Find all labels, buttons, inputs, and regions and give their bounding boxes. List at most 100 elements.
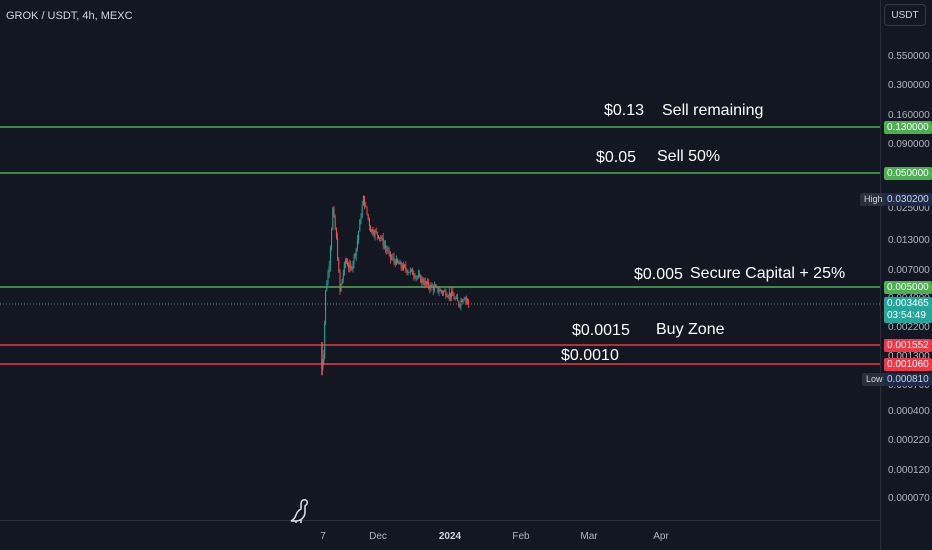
candle [430, 284, 432, 289]
x-tick: Mar [580, 531, 598, 542]
candle [462, 299, 464, 302]
candle [382, 238, 384, 246]
candle [344, 260, 346, 264]
candle [416, 276, 418, 278]
candle [399, 262, 401, 265]
candle [329, 247, 331, 267]
candle [463, 298, 465, 300]
price-chart[interactable] [0, 0, 880, 520]
candle [352, 262, 354, 269]
candle [360, 217, 362, 221]
candle [420, 275, 422, 283]
candle [355, 248, 357, 256]
high-price-label: 0.030200 [884, 193, 932, 206]
candle [371, 229, 373, 232]
candle [429, 286, 431, 289]
candle [358, 231, 360, 240]
current-price-label: 0.003465 03:54:49 [884, 297, 932, 323]
symbol-title: GROK / USDT, 4h, MEXC [6, 10, 133, 22]
secure-text: Secure Capital + 25% [690, 265, 846, 282]
candle [347, 262, 349, 266]
candle [448, 292, 450, 297]
candle [409, 269, 411, 273]
candle [427, 281, 429, 284]
candle [436, 286, 438, 288]
candle [453, 295, 455, 300]
candle [465, 298, 467, 300]
candle [394, 260, 396, 265]
candle [408, 271, 410, 273]
candle [323, 355, 325, 362]
candle [387, 250, 389, 252]
buy-price-text: $0.0015 [572, 322, 630, 339]
candle [452, 291, 454, 296]
candle [451, 291, 453, 297]
candle [421, 278, 423, 283]
buy-zone-price-label: 0.001552 [884, 339, 932, 352]
candle [375, 231, 377, 233]
candle [460, 300, 462, 306]
candle [342, 273, 344, 280]
low-price-label: 0.000810 [884, 373, 932, 386]
candle [431, 284, 433, 287]
candle [354, 254, 356, 256]
y-tick: 0.300000 [888, 80, 930, 91]
y-tick: 0.001300 [888, 351, 930, 362]
candle [339, 271, 341, 291]
y-tick: 0.000220 [888, 435, 930, 446]
candle [397, 259, 399, 263]
candle [377, 235, 379, 238]
candle [438, 291, 440, 293]
candle [455, 297, 457, 299]
price-axis-divider [880, 0, 881, 550]
high-tag: High [860, 193, 887, 206]
candle [327, 272, 329, 284]
candle [345, 260, 347, 263]
candle [337, 237, 339, 260]
candle [407, 271, 409, 273]
candle [386, 248, 388, 251]
candle [361, 205, 363, 218]
candle [373, 233, 375, 236]
candle [364, 196, 366, 207]
secure-price-text: $0.005 [634, 266, 683, 283]
x-tick: Apr [653, 531, 669, 542]
candle [374, 231, 376, 236]
candle [341, 279, 343, 285]
candle [393, 257, 395, 261]
x-tick: 7 [320, 531, 326, 542]
candle [389, 251, 391, 258]
support-price-text: $0.0010 [561, 347, 619, 364]
candle [325, 290, 327, 323]
candle [370, 226, 372, 232]
candle [322, 361, 324, 368]
candle [400, 262, 402, 268]
candle [331, 229, 333, 248]
candle [340, 284, 342, 291]
candle [338, 259, 340, 272]
candle [464, 298, 466, 300]
currency-button[interactable]: USDT [884, 4, 926, 26]
y-tick: 0.013000 [888, 235, 930, 246]
candle [406, 269, 408, 273]
y-tick: 0.550000 [888, 51, 930, 62]
x-tick: Feb [512, 531, 530, 542]
y-tick: 0.160000 [888, 110, 930, 121]
candle [443, 291, 445, 293]
dinosaur-logo-icon [290, 499, 308, 523]
secure-price-label: 0.005000 [884, 281, 932, 294]
y-tick: 0.007000 [888, 265, 930, 276]
candle [405, 266, 407, 270]
sell-remaining-price-text: $0.13 [604, 102, 645, 119]
support-price-label: 0.001060 [884, 358, 932, 371]
sell-50-price-text: $0.05 [596, 149, 637, 166]
candle [439, 290, 441, 292]
candle [423, 282, 425, 285]
candle [466, 299, 468, 301]
candle [398, 262, 400, 265]
y-tick: 0.002200 [888, 322, 930, 333]
candle [454, 298, 456, 300]
candle [381, 238, 383, 239]
candle [413, 274, 415, 276]
candles [321, 195, 470, 376]
